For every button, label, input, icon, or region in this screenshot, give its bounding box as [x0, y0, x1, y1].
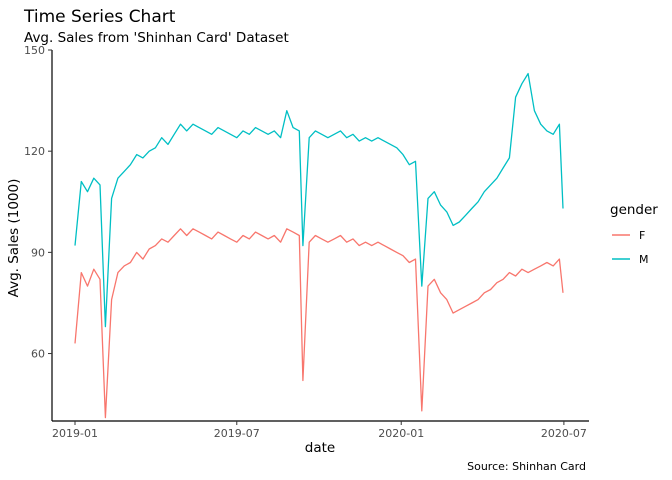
y-ticks: 60 90 120 150	[24, 44, 52, 361]
chart-subtitle: Avg. Sales from 'Shinhan Card' Dataset	[24, 30, 289, 46]
legend-title: gender	[610, 202, 658, 218]
y-tick-label: 120	[24, 145, 45, 158]
series-layer	[74, 72, 564, 419]
y-tick-label: 90	[31, 246, 45, 259]
series-line-m	[74, 72, 564, 328]
x-tick-label: 2019-01	[52, 427, 98, 440]
chart-caption: Source: Shinhan Card	[467, 460, 586, 473]
y-tick-label: 60	[31, 348, 45, 361]
series-line-f	[74, 228, 564, 419]
legend-label-f: F	[639, 229, 645, 242]
x-ticks: 2019-01 2019-07 2020-01 2020-07	[52, 421, 587, 440]
x-tick-label: 2020-07	[541, 427, 587, 440]
y-tick-label: 150	[24, 44, 45, 57]
legend-label-m: M	[639, 253, 649, 266]
plot-area: 60 90 120 150 2019-01 2019-07 2020-01 2020-07	[24, 44, 589, 440]
x-tick-label: 2020-01	[378, 427, 424, 440]
legend: gender FM	[610, 202, 658, 266]
x-axis-title: date	[305, 440, 335, 456]
x-tick-label: 2019-07	[214, 427, 260, 440]
y-axis-title: Avg. Sales (1000)	[6, 179, 22, 298]
chart-title: Time Series Chart	[23, 7, 176, 27]
